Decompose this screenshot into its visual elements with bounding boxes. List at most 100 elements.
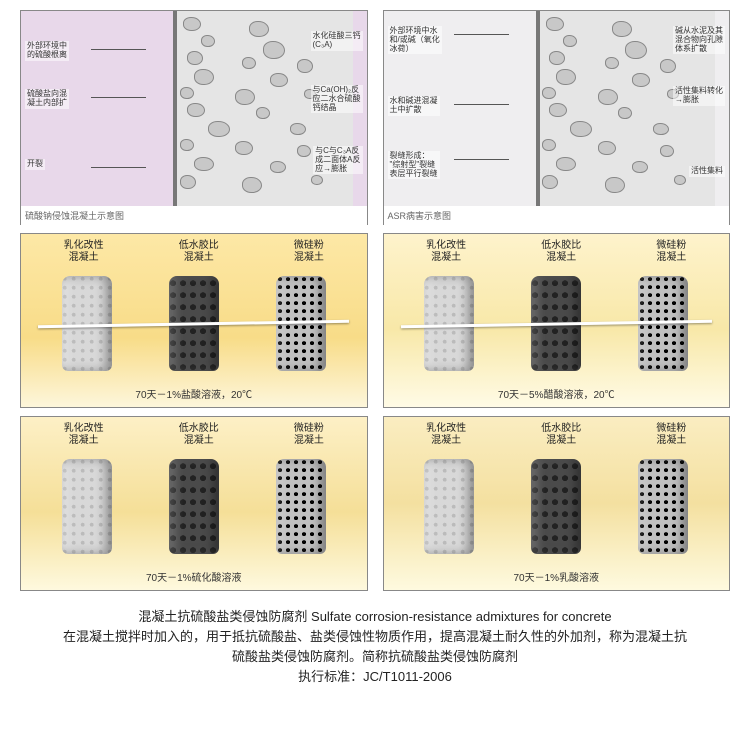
- aggregate-pebble: [625, 41, 647, 59]
- aggregate-pebble: [660, 59, 676, 73]
- leader-line: [454, 159, 509, 160]
- diagram-annotation: 硫酸盐向混 凝土内部扩: [25, 89, 69, 109]
- cylinder-label: 低水胶比 混凝土: [541, 423, 581, 446]
- aggregate-pebble: [563, 35, 577, 47]
- caption-line-2: 在混凝土搅拌时加入的，用于抵抗硫酸盐、盐类侵蚀性物质作用，提高混凝土耐久性的外加…: [30, 627, 720, 647]
- asr-diagram-panel: 外部环境中水 和/或碱（氧化 冰荷） 水和碱进混凝 土中扩散裂缝形成： "综射型"…: [383, 10, 731, 225]
- cylinder-label: 微硅粉 混凝土: [656, 240, 686, 263]
- aggregate-pebble: [263, 41, 285, 59]
- cylinder-label: 乳化改性 混凝土: [64, 423, 104, 446]
- cylinder-label: 低水胶比 混凝土: [179, 240, 219, 263]
- aggregate-pebble: [235, 89, 255, 105]
- aggregate-pebble: [632, 161, 648, 173]
- diagram-annotation: 活性集料: [689, 166, 725, 177]
- caption-block: 混凝土抗硫酸盐类侵蚀防腐剂 Sulfate corrosion-resistan…: [20, 599, 730, 688]
- aggregate-pebble: [311, 175, 323, 185]
- aggregate-pebble: [201, 35, 215, 47]
- diagram-annotation: 水和碱进混凝 土中扩散: [388, 96, 440, 116]
- aggregate-pebble: [270, 161, 286, 173]
- cylinder-label: 乳化改性 混凝土: [426, 423, 466, 446]
- diagram-row: 外部环境中 的硫酸根离硫酸盐向混 凝土内部扩开裂 水化硅酸三钙 (C₃A) 与Ca(…: [20, 10, 730, 225]
- leader-line: [454, 34, 509, 35]
- diagram-annotation: 与Ca(OH)₂反 应二水合硫酸 钙结晶: [311, 85, 363, 113]
- wall-boundary: [173, 11, 177, 206]
- diagram-annotation: 水化硅酸三钙 (C₃A): [311, 31, 363, 51]
- concrete-cylinder: [638, 459, 688, 554]
- aggregate-pebble: [660, 145, 674, 157]
- aggregate-pebble: [249, 21, 269, 37]
- caption-line-1: 混凝土抗硫酸盐类侵蚀防腐剂 Sulfate corrosion-resistan…: [30, 607, 720, 627]
- aggregate-pebble: [570, 121, 592, 137]
- concrete-cylinder: [531, 459, 581, 554]
- cylinder-row: [384, 448, 730, 565]
- sample-header: 乳化改性 混凝土 低水胶比 混凝土 微硅粉 混凝土: [21, 234, 367, 265]
- asr-diagram-body: 外部环境中水 和/或碱（氧化 冰荷） 水和碱进混凝 土中扩散裂缝形成： "综射型"…: [384, 11, 730, 206]
- sulfate-diagram-panel: 外部环境中 的硫酸根离硫酸盐向混 凝土内部扩开裂 水化硅酸三钙 (C₃A) 与Ca(…: [20, 10, 368, 225]
- aggregate-pebble: [598, 89, 618, 105]
- concrete-cylinder: [62, 459, 112, 554]
- aggregate-pebble: [546, 17, 564, 31]
- sample-header: 乳化改性 混凝土 低水胶比 混凝土 微硅粉 混凝土: [21, 417, 367, 448]
- sample-panel-sulfide: 乳化改性 混凝土 低水胶比 混凝土 微硅粉 混凝土 70天－1%硫化酸溶液: [20, 416, 368, 591]
- aggregate-pebble: [187, 51, 203, 65]
- cylinder-row: [21, 448, 367, 565]
- aggregate-pebble: [242, 177, 262, 193]
- diagram-annotation: 外部环境中水 和/或碱（氧化 冰荷）: [388, 26, 442, 54]
- leader-line: [91, 49, 146, 50]
- aggregate-pebble: [180, 87, 194, 99]
- diagram-annotation: 碱从水泥及其 混合物向孔隙 体系扩散: [673, 26, 725, 54]
- sample-body: 乳化改性 混凝土低水胶比 混凝土微硅粉 混凝土70天－5%醋酸溶液，20℃: [384, 234, 730, 407]
- aggregate-pebble: [235, 141, 253, 155]
- cylinder-label: 乳化改性 混凝土: [64, 240, 104, 263]
- sample-row-2: 乳化改性 混凝土 低水胶比 混凝土 微硅粉 混凝土 70天－1%硫化酸溶液 乳化改性 …: [20, 416, 730, 591]
- diagram-annotation: 开裂: [25, 159, 45, 170]
- cylinder-row: [384, 265, 730, 382]
- diagram-annotation: 与C与C₃A反 成二面体A反 应→膨胀: [313, 146, 362, 174]
- sample-panel-acetic: 乳化改性 混凝土低水胶比 混凝土微硅粉 混凝土70天－5%醋酸溶液，20℃: [383, 233, 731, 408]
- sample-header: 乳化改性 混凝土低水胶比 混凝土微硅粉 混凝土: [384, 417, 730, 448]
- sample-caption: 70天－1%硫化酸溶液: [21, 565, 367, 590]
- leader-line: [454, 104, 509, 105]
- caption-line-3: 硫酸盐类侵蚀防腐剂。简称抗硫酸盐类侵蚀防腐剂: [30, 647, 720, 667]
- sample-panel-hcl: 乳化改性 混凝土 低水胶比 混凝土 微硅粉 混凝土 70天－1%盐酸溶液，20℃: [20, 233, 368, 408]
- wall-boundary: [536, 11, 540, 206]
- aggregate-pebble: [653, 123, 669, 135]
- sample-row-1: 乳化改性 混凝土 低水胶比 混凝土 微硅粉 混凝土 70天－1%盐酸溶液，20℃ 乳化…: [20, 233, 730, 408]
- diagram-annotation: 活性集料转化 →膨胀: [673, 86, 725, 106]
- aggregate-pebble: [242, 57, 256, 69]
- cylinder-label: 微硅粉 混凝土: [294, 240, 324, 263]
- sample-body: 乳化改性 混凝土低水胶比 混凝土微硅粉 混凝土70天－1%乳酸溶液: [384, 417, 730, 590]
- cylinder-label: 低水胶比 混凝土: [179, 423, 219, 446]
- concrete-cylinder: [169, 459, 219, 554]
- aggregate-pebble: [674, 175, 686, 185]
- aggregate-pebble: [208, 121, 230, 137]
- aggregate-pebble: [632, 73, 650, 87]
- sample-caption: 70天－1%盐酸溶液，20℃: [21, 382, 367, 407]
- aggregate-pebble: [270, 73, 288, 87]
- aggregate-pebble: [605, 177, 625, 193]
- diagram-annotation: 外部环境中 的硫酸根离: [25, 41, 69, 61]
- sample-header: 乳化改性 混凝土低水胶比 混凝土微硅粉 混凝土: [384, 234, 730, 265]
- aggregate-pebble: [598, 141, 616, 155]
- aggregate-pebble: [549, 103, 567, 117]
- asr-diagram-caption: ASR病害示意图: [384, 206, 730, 225]
- aggregate-pebble: [194, 157, 214, 171]
- diagram-annotation: 裂缝形成： "综射型"裂缝 表层平行裂缝: [388, 151, 440, 179]
- sample-body: 乳化改性 混凝土 低水胶比 混凝土 微硅粉 混凝土 70天－1%盐酸溶液，20℃: [21, 234, 367, 407]
- sample-caption: 70天－1%乳酸溶液: [384, 565, 730, 590]
- sample-caption: 70天－5%醋酸溶液，20℃: [384, 382, 730, 407]
- aggregate-pebble: [180, 139, 194, 151]
- concrete-cylinder: [424, 459, 474, 554]
- cylinder-label: 微硅粉 混凝土: [294, 423, 324, 446]
- aggregate-pebble: [612, 21, 632, 37]
- sulfate-diagram-caption: 硫酸钠侵蚀混凝土示意图: [21, 206, 367, 225]
- sample-body: 乳化改性 混凝土 低水胶比 混凝土 微硅粉 混凝土 70天－1%硫化酸溶液: [21, 417, 367, 590]
- leader-line: [91, 167, 146, 168]
- cylinder-label: 低水胶比 混凝土: [541, 240, 581, 263]
- aggregate-pebble: [194, 69, 214, 85]
- aggregate-pebble: [187, 103, 205, 117]
- aggregate-pebble: [556, 157, 576, 171]
- aggregate-pebble: [183, 17, 201, 31]
- caption-line-4: 执行标准：JC/T1011-2006: [30, 667, 720, 687]
- aggregate-pebble: [256, 107, 270, 119]
